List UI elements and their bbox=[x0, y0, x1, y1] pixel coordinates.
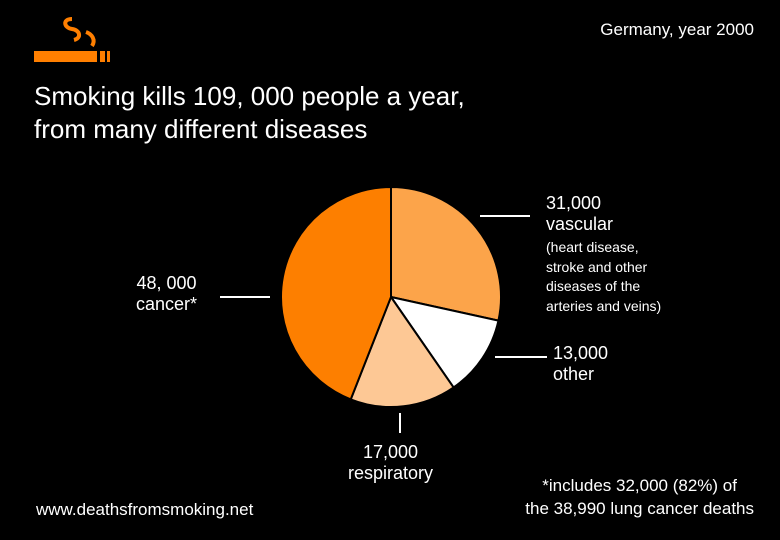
cigarette-smoke-icon bbox=[34, 17, 110, 62]
label-respiratory-value: 17,000 bbox=[362, 442, 419, 462]
pie-slice-cancer bbox=[280, 185, 392, 401]
pie-slice-other bbox=[388, 295, 500, 389]
vascular-note-line: (heart disease, bbox=[546, 239, 639, 255]
label-respiratory: 17,000 respiratory bbox=[348, 442, 433, 484]
footnote-line-2: the 38,990 lung cancer deaths bbox=[525, 499, 754, 518]
label-vascular: 31,000 vascular bbox=[546, 193, 613, 235]
pie-slice-vascular bbox=[390, 185, 502, 322]
vascular-note-line: diseases of the bbox=[546, 278, 641, 294]
label-other: 13,000 other bbox=[553, 343, 608, 385]
label-cancer: 48, 000 cancer* bbox=[136, 273, 197, 315]
location-year: Germany, year 2000 bbox=[600, 20, 754, 39]
label-cancer-value: 48, 000 bbox=[136, 273, 197, 293]
vascular-note-line: stroke and other bbox=[546, 258, 648, 275]
vascular-note-line: arteries and veins) bbox=[546, 297, 662, 314]
label-other-value: 13,000 bbox=[553, 343, 609, 363]
label-other-name: other bbox=[553, 364, 595, 384]
title-line-1: Smoking kills 109, 000 people a year, bbox=[34, 81, 465, 111]
source-url: www.deathsfromsmoking.net bbox=[36, 500, 254, 519]
label-vascular-value: 31,000 bbox=[546, 193, 602, 213]
label-vascular-note: (heart disease, stroke and other disease… bbox=[546, 238, 661, 316]
page-title: Smoking kills 109, 000 people a year, fr… bbox=[34, 80, 465, 146]
footnote-line-1: *includes 32,000 (82%) of bbox=[542, 476, 737, 495]
label-vascular-name: vascular bbox=[546, 214, 614, 234]
label-cancer-name: cancer* bbox=[136, 294, 198, 314]
pie-slice-respiratory bbox=[349, 294, 455, 408]
label-respiratory-name: respiratory bbox=[348, 463, 434, 483]
footnote: *includes 32,000 (82%) of the 38,990 lun… bbox=[525, 474, 754, 520]
title-line-2: from many different diseases bbox=[34, 114, 368, 144]
